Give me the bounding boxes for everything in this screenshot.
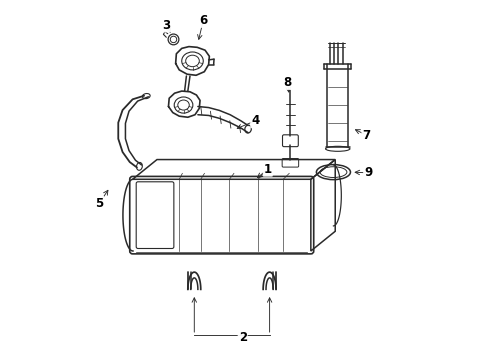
Text: 6: 6 (199, 14, 207, 27)
Text: 1: 1 (263, 163, 271, 176)
Text: 3: 3 (163, 19, 170, 32)
Text: 5: 5 (95, 197, 103, 210)
Text: 2: 2 (238, 330, 246, 343)
Text: 7: 7 (362, 129, 370, 142)
Text: 8: 8 (283, 76, 291, 89)
Text: 9: 9 (364, 166, 371, 179)
Text: 4: 4 (251, 114, 259, 127)
